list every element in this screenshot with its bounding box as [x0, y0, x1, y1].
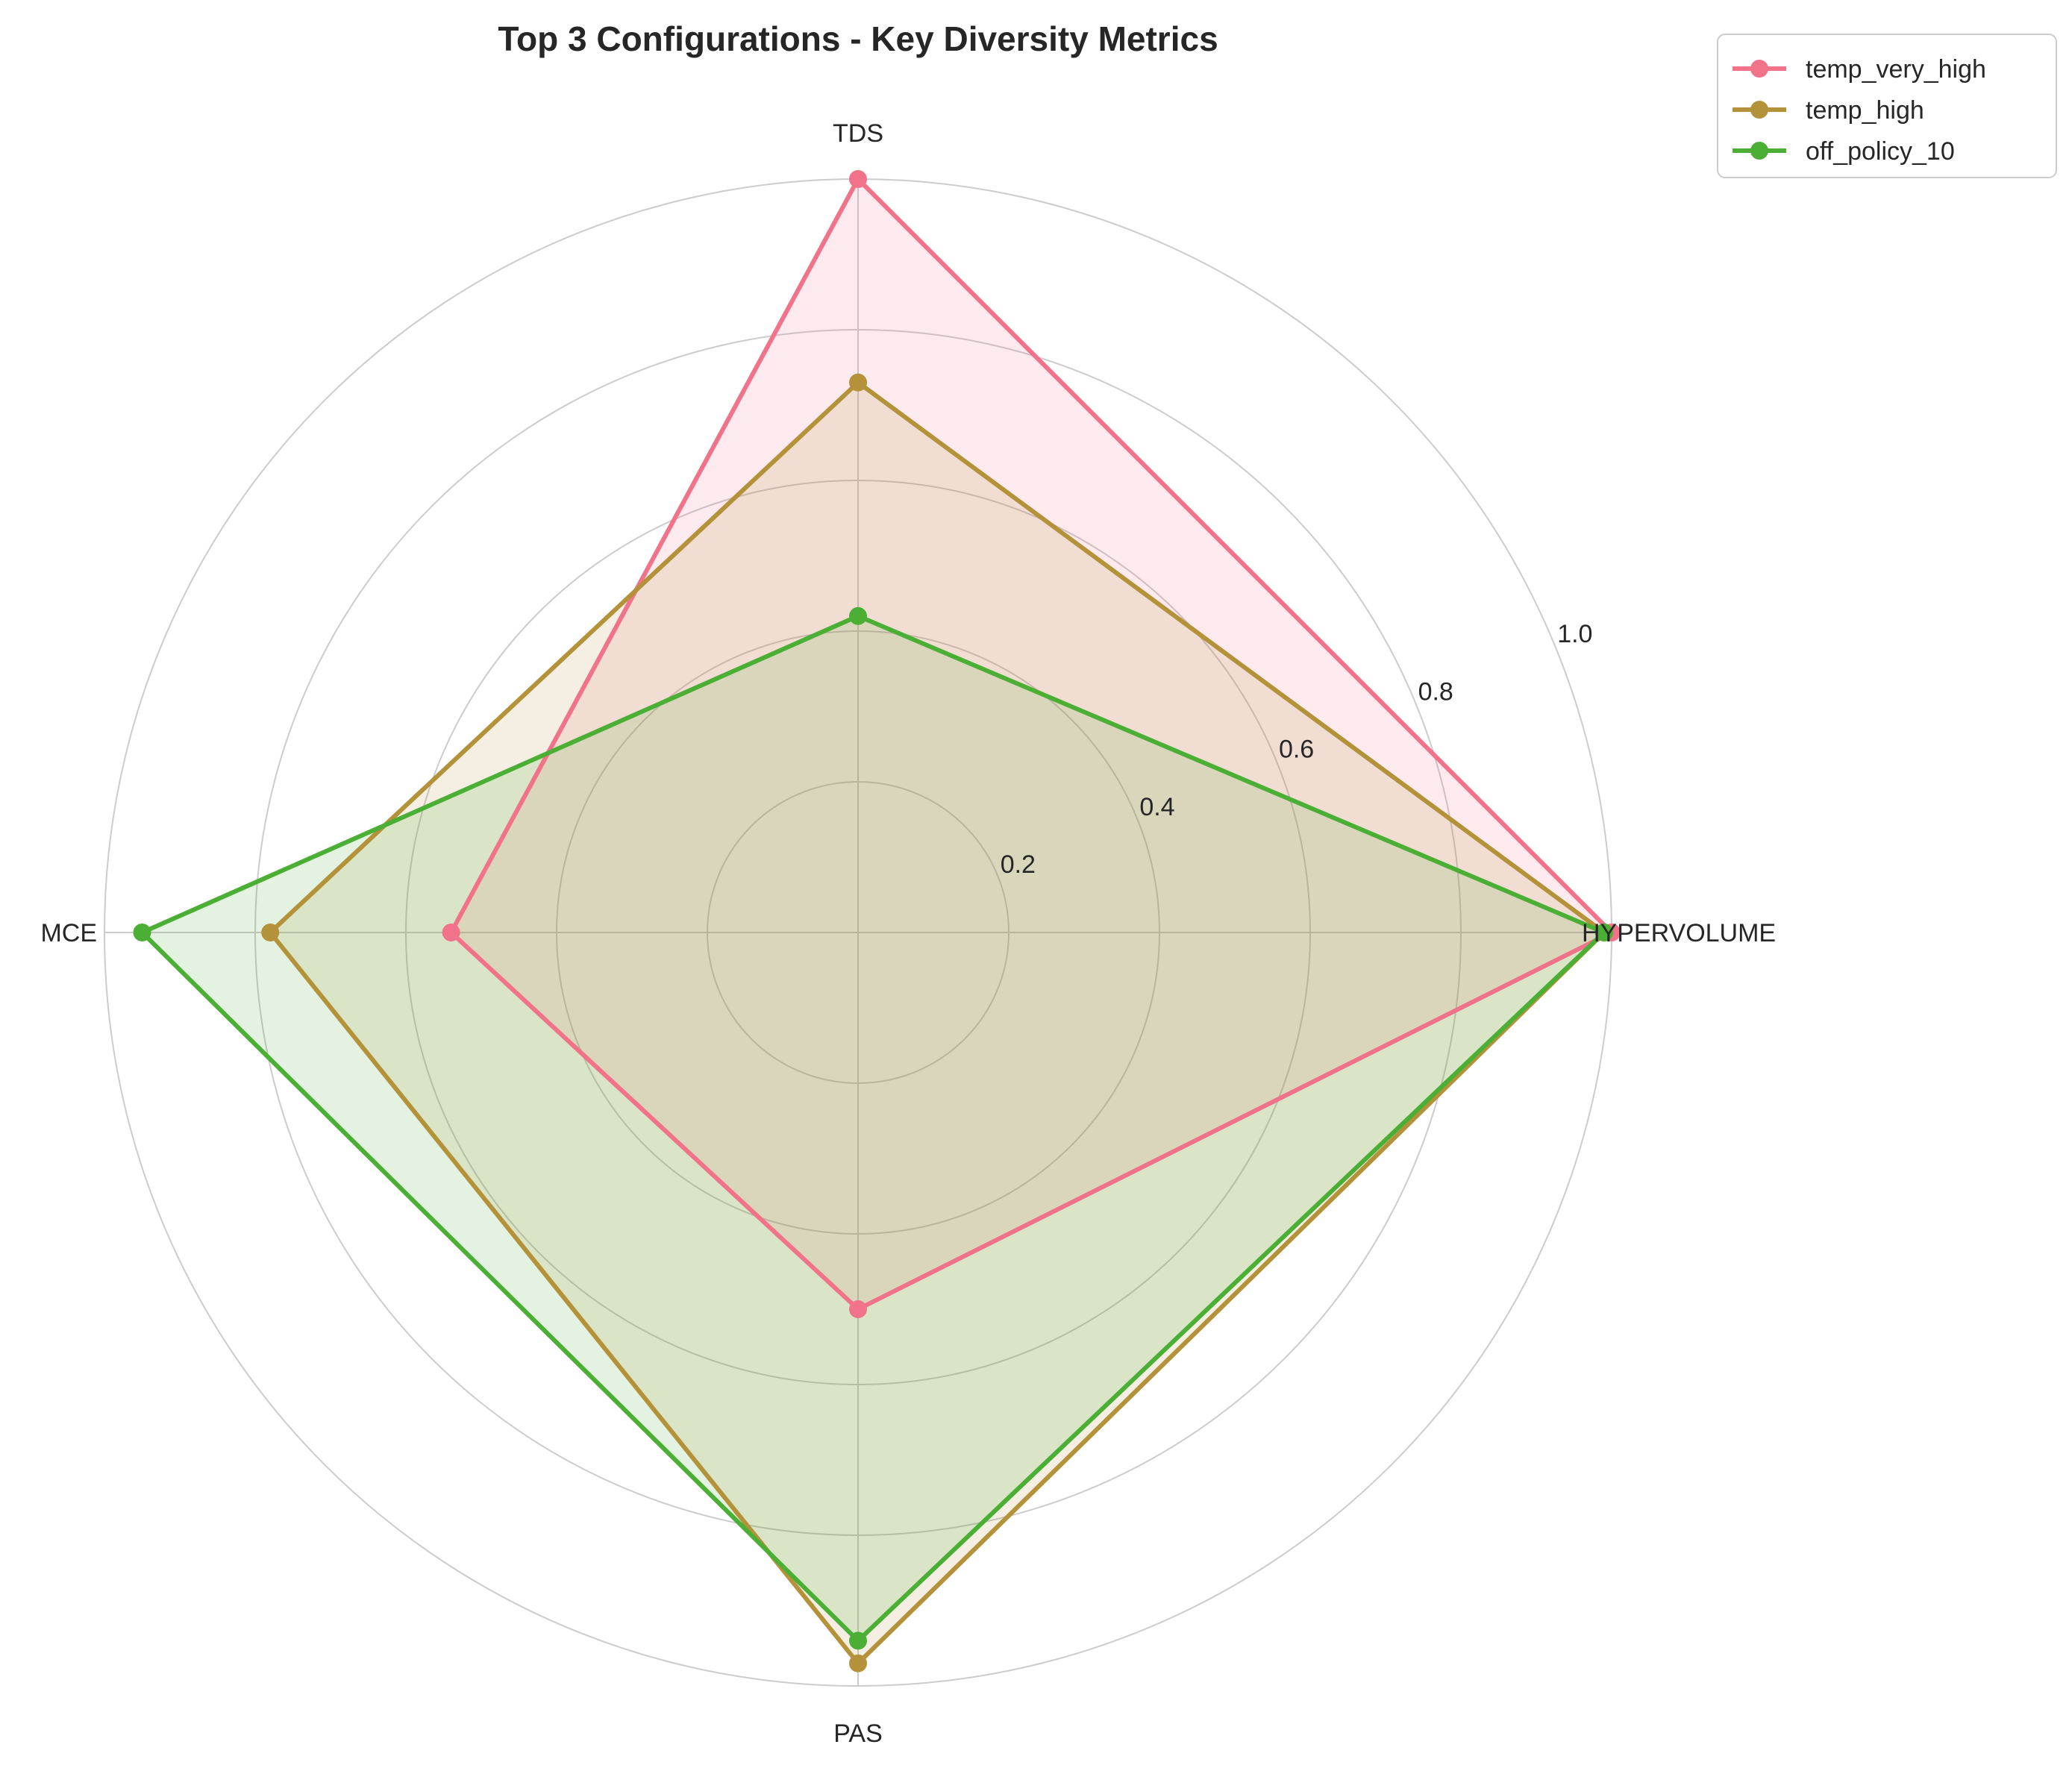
chart-title: Top 3 Configurations - Key Diversity Met…	[498, 19, 1218, 58]
r-tick-label: 0.2	[1001, 850, 1036, 879]
point-off_policy_10-hypervolume	[1594, 924, 1613, 941]
point-temp_very_high-mce	[442, 924, 460, 941]
point-temp_high-pas	[849, 1654, 867, 1672]
axis-label-mce: MCE	[40, 919, 97, 947]
axis-labels: HYPERVOLUME TDS MCE PAS	[40, 119, 1776, 1748]
legend-label-temp_high: temp_high	[1806, 96, 1924, 125]
radial-tick-labels: 0.2 0.4 0.6 0.8 1.0	[1001, 620, 1593, 879]
axis-label-hypervolume: HYPERVOLUME	[1582, 919, 1776, 947]
legend-marker-temp_high	[1750, 101, 1768, 119]
r-tick-label: 0.6	[1279, 736, 1314, 764]
point-temp_very_high-tds	[849, 170, 867, 188]
series-fill-temp_very_high	[451, 179, 1612, 1309]
axis-label-pas: PAS	[833, 1719, 883, 1748]
point-off_policy_10-pas	[849, 1631, 867, 1650]
legend-frame	[1717, 34, 2057, 178]
series-points	[133, 170, 1621, 1672]
legend-marker-off_policy_10	[1750, 142, 1768, 160]
point-off_policy_10-mce	[133, 924, 151, 941]
point-temp_high-mce	[261, 924, 280, 941]
r-tick-label: 0.8	[1418, 677, 1453, 706]
legend-label-off_policy_10: off_policy_10	[1806, 137, 1955, 166]
series-fill-temp_high	[270, 382, 1604, 1664]
point-temp_very_high-pas	[849, 1300, 867, 1318]
legend-label-temp_very_high: temp_very_high	[1806, 55, 1986, 84]
axis-label-tds: TDS	[833, 119, 883, 148]
r-tick-label: 0.4	[1139, 793, 1174, 821]
point-off_policy_10-tds	[849, 606, 867, 625]
r-tick-label: 1.0	[1557, 620, 1592, 648]
series-fills	[142, 179, 1612, 1664]
series-fill-off_policy_10	[142, 615, 1604, 1641]
legend: temp_very_high temp_high off_policy_10	[1717, 34, 2057, 178]
point-temp_high-tds	[849, 373, 867, 392]
legend-marker-temp_very_high	[1750, 60, 1768, 78]
